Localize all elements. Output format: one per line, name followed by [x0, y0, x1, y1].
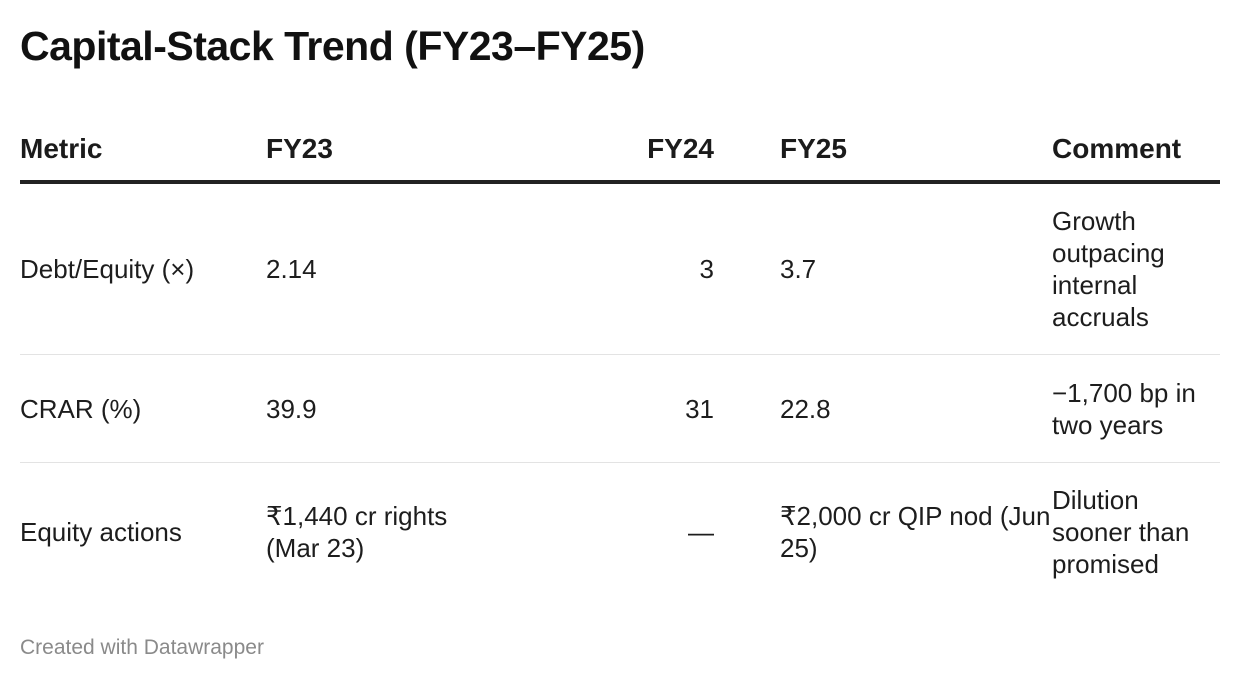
fy23-cell: 2.14 — [266, 254, 317, 284]
column-header-metric: Metric — [20, 133, 103, 164]
metric-cell: CRAR (%) — [20, 393, 142, 424]
fy23-cell: 39.9 — [266, 393, 317, 424]
column-header-fy25: FY25 — [780, 133, 847, 164]
column-header-fy23: FY23 — [266, 133, 333, 164]
chart-title: Capital-Stack Trend (FY23–FY25) — [20, 23, 645, 69]
table-row: Equity actions ₹1,440 cr rights (Mar 23)… — [20, 463, 1220, 601]
metric-cell: Equity actions — [20, 517, 182, 547]
column-header-fy24: FY24 — [647, 133, 714, 164]
fy25-cell: 22.8 — [780, 393, 831, 424]
metric-cell: Debt/Equity (×) — [20, 254, 195, 284]
table-row: CRAR (%) 39.9 31 22.8 −1,700 bp in two y… — [20, 355, 1220, 463]
fy25-cell: ₹2,000 cr QIP nod (Jun 25) — [780, 501, 1051, 563]
comment-cell: Growth outpacing internal accruals — [1052, 206, 1165, 332]
fy24-cell: 3 — [699, 254, 714, 284]
fy23-cell: ₹1,440 cr rights (Mar 23) — [266, 501, 448, 563]
comment-cell: Dilution sooner than promised — [1052, 485, 1190, 579]
fy24-cell: — — [688, 517, 714, 547]
fy24-cell: 31 — [685, 393, 714, 424]
table-row: Debt/Equity (×) 2.14 3 3.7 Growth outpac… — [20, 184, 1220, 355]
fy25-cell: 3.7 — [780, 254, 817, 284]
comment-cell: −1,700 bp in two years — [1052, 377, 1196, 440]
table-header-row: Metric FY23 FY24 FY25 Comment — [20, 118, 1220, 184]
data-table: Metric FY23 FY24 FY25 Comment Debt/Equit… — [20, 118, 1220, 601]
column-header-comment: Comment — [1052, 133, 1182, 164]
footer-credit: Created with Datawrapper — [20, 636, 264, 659]
